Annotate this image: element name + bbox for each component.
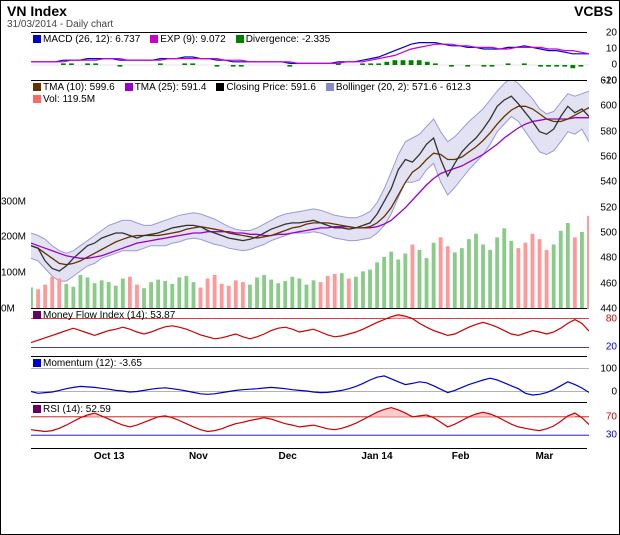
xtick-label: Mar: [535, 451, 553, 462]
legend-label: Divergence: -2.335: [246, 34, 331, 45]
legend-swatch: [33, 359, 41, 367]
legend-item: TMA (25): 591.4: [125, 82, 207, 93]
svg-price: [31, 81, 589, 309]
legend-swatch: [236, 35, 244, 43]
legend-mfi: Money Flow Index (14): 53.87: [33, 310, 185, 321]
legend-swatch: [33, 83, 41, 91]
legend-swatch: [33, 95, 41, 103]
xtick-label: Jan 14: [361, 451, 392, 462]
xtick-label: Feb: [452, 451, 470, 462]
legend-swatch: [326, 83, 334, 91]
legend-swatch: [33, 311, 41, 319]
legend-item: Bollinger (20, 2): 571.6 - 612.3: [326, 82, 471, 93]
panel-momentum: Momentum (12): -3.65 1000: [31, 356, 587, 402]
yaxis-rsi: 7030: [589, 403, 617, 448]
chart-header: VN Index VCBS: [1, 1, 619, 19]
legend-label: Vol: 119.5M: [43, 94, 95, 105]
legend-item: EXP (9): 9.072: [150, 34, 225, 45]
legend-item: Money Flow Index (14): 53.87: [33, 310, 175, 321]
legend-label: TMA (10): 599.6: [43, 82, 115, 93]
legend-item: TMA (10): 599.6: [33, 82, 115, 93]
legend-price: TMA (10): 599.6 TMA (25): 591.4 Closing Pr…: [33, 82, 481, 105]
panel-price: TMA (10): 599.6 TMA (25): 591.4 Closing Pr…: [31, 80, 587, 308]
legend-label: Closing Price: 591.6: [226, 82, 316, 93]
chart-subtitle: 31/03/2014 - Daily chart: [1, 19, 619, 32]
legend-label: TMA (25): 591.4: [135, 82, 207, 93]
yaxis-macd: 20100-10: [589, 33, 617, 80]
legend-label: EXP (9): 9.072: [160, 34, 225, 45]
legend-label: RSI (14): 52.59: [43, 404, 111, 415]
legend-item: Momentum (12): -3.65: [33, 358, 142, 369]
panel-macd: MACD (26, 12): 6.737 EXP (9): 9.072 Diverg…: [31, 32, 587, 80]
chart-title: VN Index: [7, 3, 67, 19]
legend-item: MACD (26, 12): 6.737: [33, 34, 140, 45]
legend-label: Money Flow Index (14): 53.87: [43, 310, 175, 321]
yaxis-price-left: 300M200M100M0M: [1, 81, 29, 308]
xtick-label: Oct 13: [94, 451, 125, 462]
chart-source: VCBS: [574, 3, 613, 19]
legend-item: Vol: 119.5M: [33, 94, 95, 105]
legend-label: MACD (26, 12): 6.737: [43, 34, 140, 45]
xtick-label: Nov: [189, 451, 208, 462]
xaxis: Oct 13 Nov Dec Jan 14 Feb Mar: [31, 448, 587, 466]
legend-item: RSI (14): 52.59: [33, 404, 111, 415]
chart-container: VN Index VCBS 31/03/2014 - Daily chart M…: [0, 0, 620, 535]
legend-swatch: [216, 83, 224, 91]
legend-swatch: [150, 35, 158, 43]
legend-rsi: RSI (14): 52.59: [33, 404, 121, 415]
legend-item: Closing Price: 591.6: [216, 82, 316, 93]
yaxis-momentum: 1000: [589, 357, 617, 402]
legend-swatch: [33, 405, 41, 413]
panel-mfi: Money Flow Index (14): 53.87 8020: [31, 308, 587, 356]
panel-rsi: RSI (14): 52.59 7030: [31, 402, 587, 448]
legend-label: Bollinger (20, 2): 571.6 - 612.3: [336, 82, 471, 93]
legend-swatch: [125, 83, 133, 91]
yaxis-price-right: 620600580560540520500480460440: [589, 81, 617, 308]
legend-momentum: Momentum (12): -3.65: [33, 358, 152, 369]
xtick-label: Dec: [278, 451, 296, 462]
legend-label: Momentum (12): -3.65: [43, 358, 142, 369]
legend-macd: MACD (26, 12): 6.737 EXP (9): 9.072 Diverg…: [33, 34, 340, 45]
legend-swatch: [33, 35, 41, 43]
legend-item: Divergence: -2.335: [236, 34, 331, 45]
yaxis-mfi: 8020: [589, 309, 617, 356]
